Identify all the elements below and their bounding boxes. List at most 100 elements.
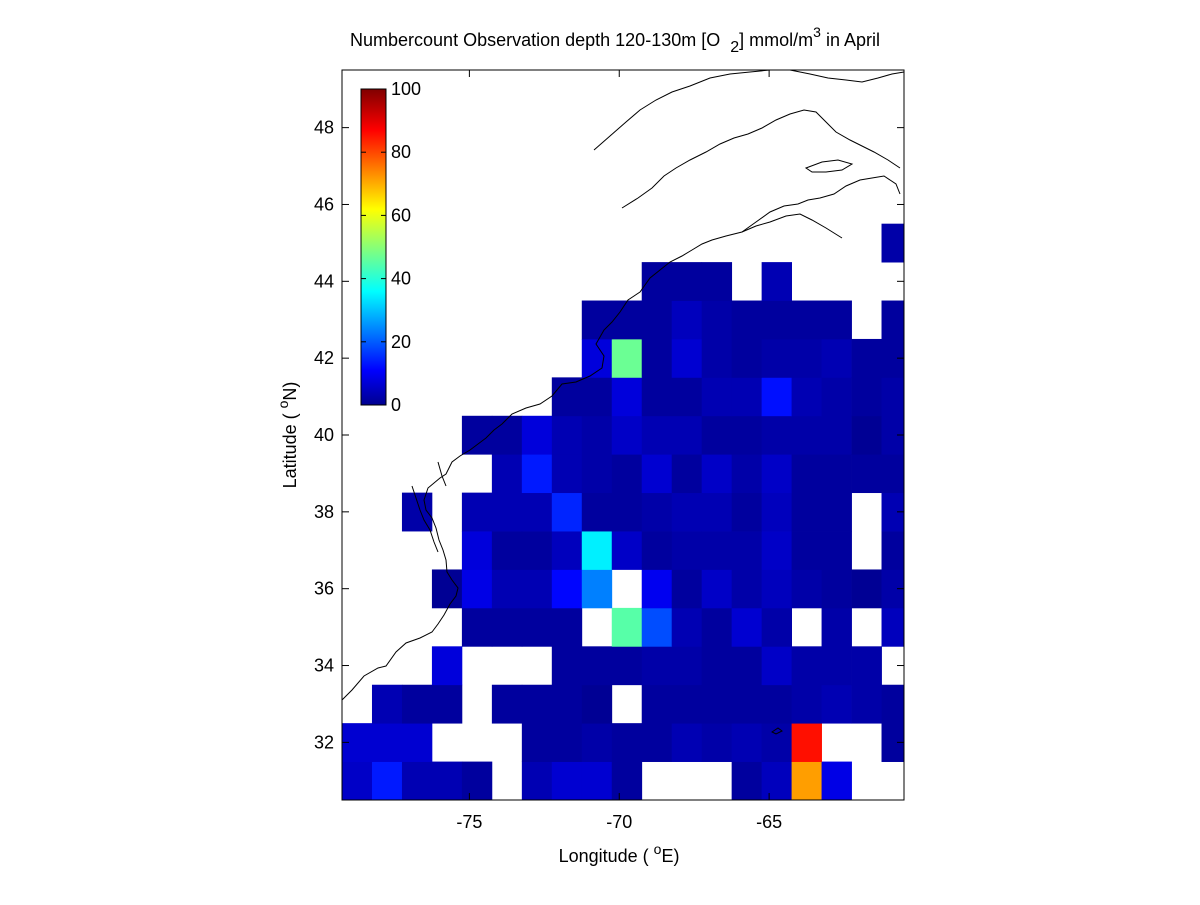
heatmap-cell bbox=[821, 492, 852, 532]
heatmap-cell bbox=[821, 684, 852, 724]
heatmap-cell bbox=[791, 723, 822, 762]
y-tick-label: 42 bbox=[314, 348, 334, 368]
x-axis-label-degree: o bbox=[654, 841, 662, 857]
heatmap-cell bbox=[461, 569, 493, 609]
heatmap-cell bbox=[701, 262, 733, 301]
heatmap-cell bbox=[881, 338, 905, 378]
heatmap-cell bbox=[491, 531, 523, 570]
heatmap-cell bbox=[851, 377, 882, 417]
heatmap-cell bbox=[791, 377, 822, 417]
heatmap-cell bbox=[851, 454, 882, 494]
heatmap-cell bbox=[761, 415, 792, 455]
heatmap-cell bbox=[641, 607, 673, 647]
heatmap-cell bbox=[821, 377, 852, 417]
heatmap-cell bbox=[431, 646, 463, 686]
heatmap-cell bbox=[641, 415, 673, 455]
heatmap-cell bbox=[461, 531, 493, 570]
y-tick-label: 44 bbox=[314, 271, 334, 291]
heatmap-cell bbox=[641, 300, 673, 340]
heatmap-cell bbox=[701, 338, 733, 378]
heatmap-cell bbox=[671, 415, 703, 455]
y-tick-label: 36 bbox=[314, 579, 334, 599]
heatmap-cell bbox=[491, 607, 523, 647]
heatmap-cell bbox=[881, 377, 905, 417]
heatmap-cell bbox=[761, 646, 792, 686]
x-tick-label: -70 bbox=[606, 812, 632, 832]
heatmap-cell bbox=[581, 300, 613, 340]
heatmap-cell bbox=[791, 761, 822, 801]
heatmap-cell bbox=[731, 569, 763, 609]
y-tick-label: 34 bbox=[314, 656, 334, 676]
heatmap-cell bbox=[491, 684, 523, 724]
heatmap-cell bbox=[761, 338, 792, 378]
heatmap-cell bbox=[461, 415, 493, 455]
heatmap-cell bbox=[701, 531, 733, 570]
heatmap-cell bbox=[851, 646, 882, 686]
heatmap-cell bbox=[791, 492, 822, 532]
heatmap-cell bbox=[401, 723, 433, 762]
heatmap-cell bbox=[551, 377, 583, 417]
heatmap-cell bbox=[701, 300, 733, 340]
heatmap-cell bbox=[551, 723, 583, 762]
heatmap-cell bbox=[491, 569, 523, 609]
heatmap-cell bbox=[671, 454, 703, 494]
heatmap-cell bbox=[431, 761, 463, 801]
heatmap-cell bbox=[521, 492, 553, 532]
heatmap-cell bbox=[671, 684, 703, 724]
heatmap-cell bbox=[521, 684, 553, 724]
heatmap-cell bbox=[611, 338, 643, 378]
heatmap-cell bbox=[641, 377, 673, 417]
heatmap-cell bbox=[611, 492, 643, 532]
heatmap-cell bbox=[821, 338, 852, 378]
heatmap-cell bbox=[731, 338, 763, 378]
heatmap-cell bbox=[671, 646, 703, 686]
heatmap-cell bbox=[671, 262, 703, 301]
heatmap-cell bbox=[701, 492, 733, 532]
colorbar-tick-label: 20 bbox=[391, 332, 411, 352]
heatmap-cell bbox=[611, 607, 643, 647]
heatmap-cell bbox=[821, 761, 852, 801]
heatmap-cell bbox=[611, 300, 643, 340]
y-axis-label-prefix: Latitude ( bbox=[280, 408, 300, 488]
heatmap-cell bbox=[581, 761, 613, 801]
coastline-north-shore bbox=[593, 69, 905, 151]
heatmap-cell bbox=[521, 569, 553, 609]
heatmap-cell bbox=[671, 300, 703, 340]
heatmap-cell bbox=[731, 492, 763, 532]
heatmap-cell bbox=[881, 531, 905, 570]
heatmap-cell bbox=[581, 569, 613, 609]
y-axis-label-suffix: N) bbox=[280, 382, 300, 401]
heatmap-cell bbox=[821, 607, 852, 647]
heatmap-cell bbox=[821, 569, 852, 609]
heatmap-cell bbox=[641, 646, 673, 686]
heatmap-cell bbox=[461, 761, 493, 801]
heatmap-cell bbox=[761, 723, 792, 762]
heatmap-cell bbox=[821, 454, 852, 494]
heatmap-cell bbox=[641, 454, 673, 494]
heatmap-cell bbox=[821, 300, 852, 340]
heatmap-cell bbox=[701, 569, 733, 609]
y-axis-label: Latitude ( oN) bbox=[275, 382, 300, 489]
heatmap-cell bbox=[881, 607, 905, 647]
heatmap-cell bbox=[611, 454, 643, 494]
heatmap-cell bbox=[761, 454, 792, 494]
heatmap-cell bbox=[611, 723, 643, 762]
heatmap-cell bbox=[671, 338, 703, 378]
title-main: Numbercount Observation depth 120-130m [… bbox=[350, 30, 720, 50]
heatmap-cell bbox=[611, 377, 643, 417]
heatmap-cell bbox=[491, 454, 523, 494]
coastline-delaware bbox=[437, 461, 447, 487]
colorbar-ticks: 0 20 40 60 80 100 bbox=[361, 79, 421, 415]
heatmap-cell bbox=[611, 646, 643, 686]
heatmap-cell bbox=[791, 415, 822, 455]
heatmap-cell bbox=[431, 569, 463, 609]
heatmap-cell bbox=[821, 531, 852, 570]
heatmap-cell bbox=[551, 492, 583, 532]
heatmap-cell bbox=[881, 454, 905, 494]
heatmap-cell bbox=[731, 607, 763, 647]
y-tick-label: 46 bbox=[314, 194, 334, 214]
coastline-bermuda bbox=[771, 727, 783, 735]
heatmap-cell bbox=[551, 646, 583, 686]
